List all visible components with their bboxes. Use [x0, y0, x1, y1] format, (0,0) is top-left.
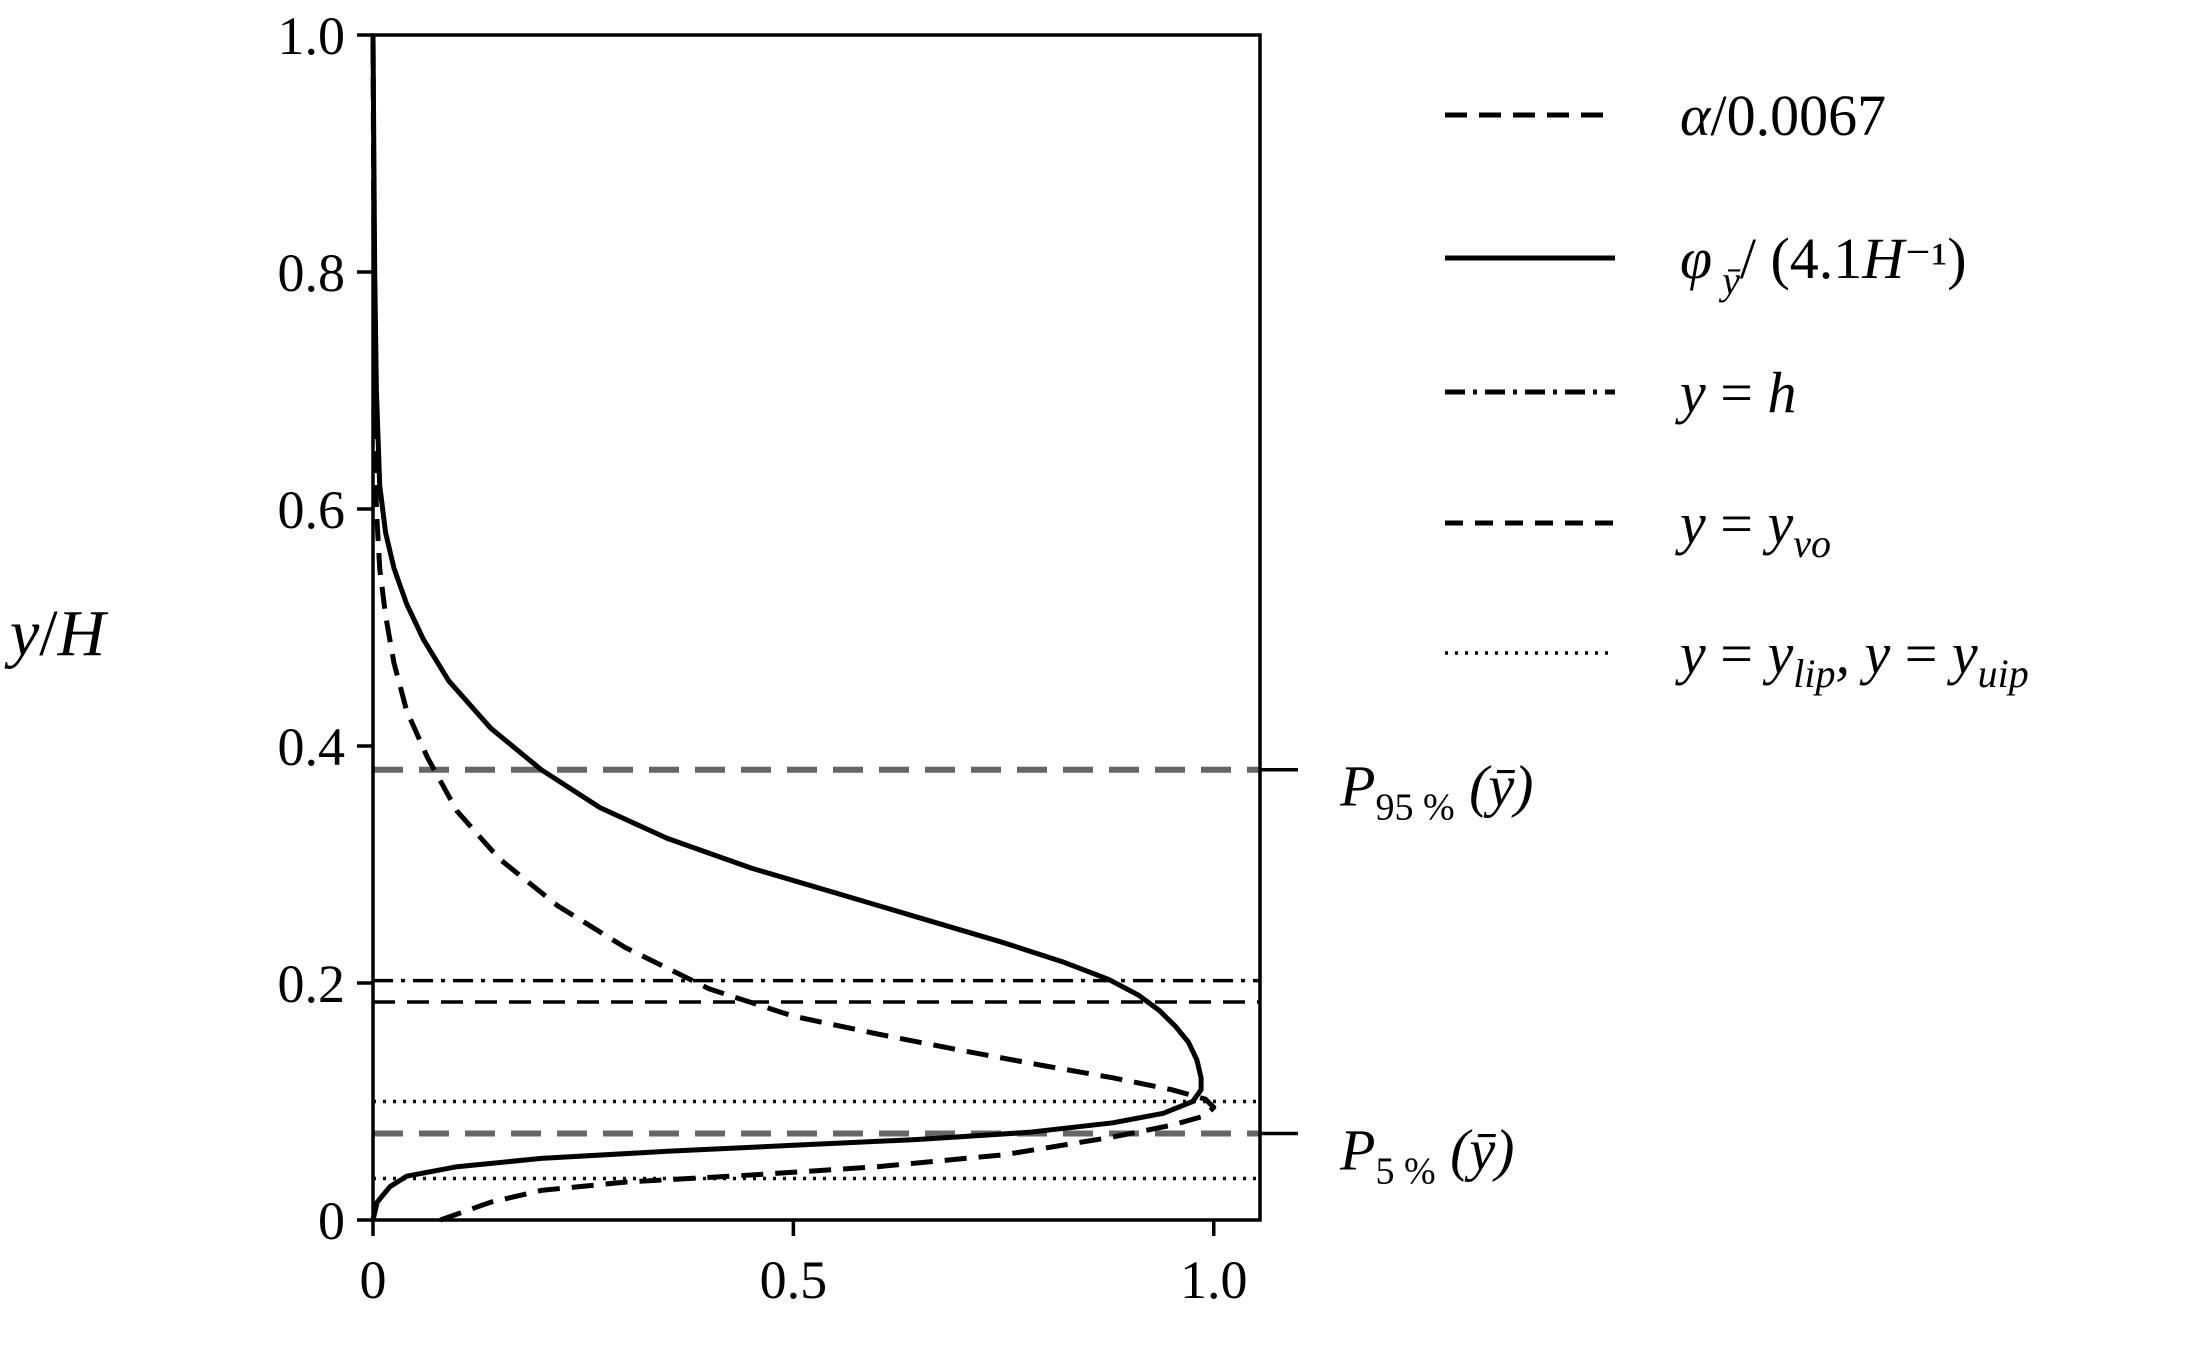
legend-label-0: α/0.0067	[1680, 83, 1886, 148]
y-axis-label-den: H	[57, 597, 109, 670]
plot-frame	[371, 33, 1262, 1222]
x-tick-label-0: 0	[360, 1250, 387, 1310]
y-axis-label-slash: /	[39, 597, 58, 670]
x-tick-label-2: 1.0	[1180, 1250, 1248, 1310]
legend-label-2: y = h	[1675, 360, 1796, 425]
y-tick-label-3: 0.6	[278, 480, 346, 540]
percentile-main: P	[1339, 1117, 1375, 1182]
legend: α/0.0067 φ ȳ/ (4.1H⁻¹) y = h y = yvo y = yli…	[1445, 83, 2029, 696]
plot-area	[370, 34, 1260, 1223]
percentile-label-1: P5 % (ȳ)	[1339, 1117, 1514, 1192]
legend-label-4: y = ylip, y = yuip	[1675, 621, 2029, 696]
series-line-1	[370, 34, 1204, 1221]
legend-label-1: φ ȳ/ (4.1H⁻¹)	[1680, 226, 1967, 303]
y-tick-label-5: 1.0	[278, 6, 346, 66]
percentile-annotations: P95 % (ȳ)P5 % (ȳ)	[1260, 754, 1533, 1192]
legend-label-3: y = yvo	[1675, 491, 1831, 566]
percentile-label-0: P95 % (ȳ)	[1339, 754, 1533, 829]
y-axis-label-num: y	[4, 597, 40, 670]
percentile-sub: 5 %	[1375, 1150, 1435, 1192]
series-line-0	[370, 34, 1217, 1223]
axes: 0 0.5 1.0 0 0.2 0.4 0.6 0.8 1.0 y/H	[4, 6, 1262, 1310]
percentile-arg: (ȳ)	[1455, 754, 1534, 819]
y-tick-label-2: 0.4	[278, 717, 346, 777]
y-tick-label-1: 0.2	[278, 954, 346, 1014]
y-axis-label: y/H	[4, 597, 109, 670]
y-tick-label-4: 0.8	[278, 243, 346, 303]
percentile-arg: (ȳ)	[1436, 1117, 1515, 1182]
x-tick-label-1: 0.5	[760, 1250, 828, 1310]
percentile-sub: 95 %	[1375, 787, 1454, 829]
percentile-main: P	[1339, 754, 1375, 819]
y-tick-label-0: 0	[318, 1191, 345, 1251]
